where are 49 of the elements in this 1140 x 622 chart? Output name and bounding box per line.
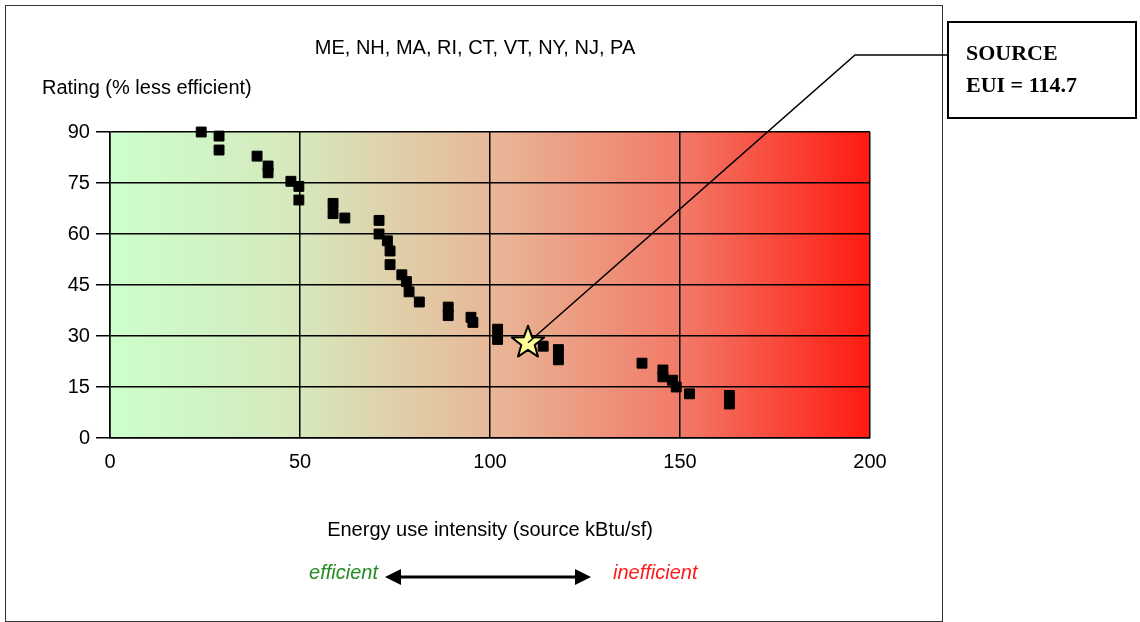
point [339, 212, 351, 224]
y-tick-label: 15 [67, 374, 90, 397]
point [327, 208, 339, 220]
y-tick-label: 0 [78, 425, 90, 448]
point [492, 323, 504, 335]
annotation: SOURCE EUI = 114.7 [966, 39, 1077, 97]
point [400, 276, 412, 288]
point [552, 354, 564, 366]
point [293, 180, 305, 192]
x-tick-label: 200 [853, 449, 887, 472]
text: inefficient [613, 560, 699, 583]
point [251, 150, 263, 162]
point [492, 333, 504, 345]
y-tick-label: 75 [67, 170, 90, 193]
point [537, 340, 549, 352]
x-tick-label: 50 [288, 449, 312, 472]
text: efficient [309, 560, 380, 583]
point [384, 245, 396, 257]
point [381, 235, 393, 247]
point [373, 228, 385, 240]
point [262, 167, 274, 179]
x-tick-label: 0 [104, 449, 116, 472]
y-tick-label: 30 [67, 323, 90, 346]
point [293, 194, 305, 206]
point [467, 316, 479, 328]
point [213, 144, 225, 156]
point [413, 296, 425, 308]
point [670, 381, 682, 393]
chart-title: ME, NH, MA, RI, CT, VT, NY, NJ, PA [314, 35, 636, 58]
point [195, 126, 207, 138]
point [510, 324, 546, 358]
point [723, 398, 735, 410]
y-tick-label: 60 [67, 221, 90, 244]
point [636, 357, 648, 369]
x-tick-label: 150 [663, 449, 697, 472]
point [552, 344, 564, 356]
point [442, 310, 454, 322]
y-tick-label: 90 [67, 119, 90, 142]
point [384, 259, 396, 271]
point [657, 371, 669, 383]
point [213, 130, 225, 142]
point [684, 388, 695, 400]
y-tick-label: 45 [67, 272, 90, 295]
point [373, 214, 385, 226]
x-axis-title: Energy use intensity (source kBtu/sf) [327, 517, 653, 540]
point [403, 286, 415, 298]
y-axis-title: Rating (% less efficient) [42, 75, 252, 98]
x-tick-label: 100 [473, 449, 507, 472]
point [327, 197, 339, 209]
